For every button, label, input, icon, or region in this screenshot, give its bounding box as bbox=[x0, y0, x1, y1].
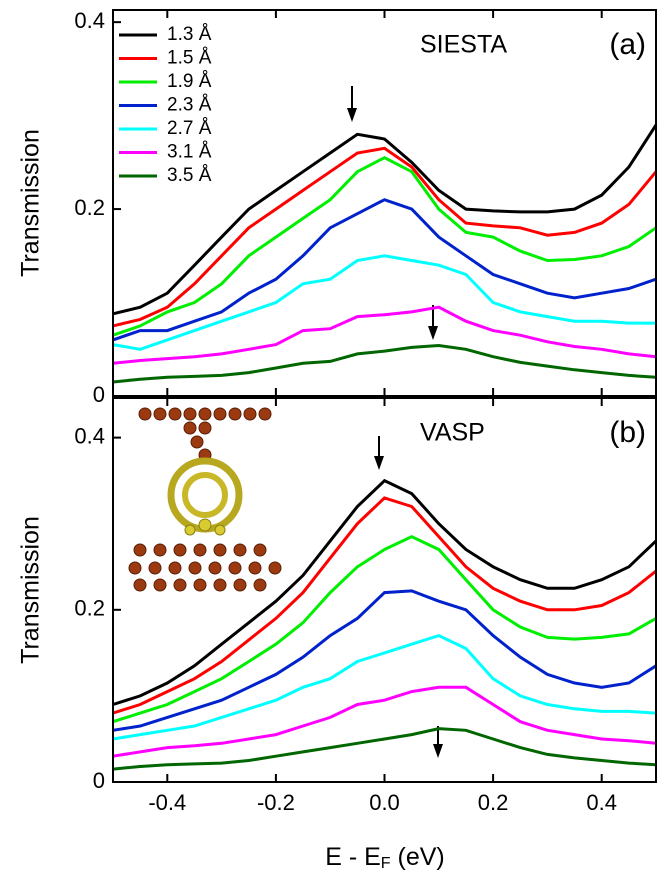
x-tick-label: 0.2 bbox=[478, 790, 509, 815]
y-tick-label: 0 bbox=[93, 768, 105, 793]
y-tick-label: 0 bbox=[93, 382, 105, 407]
x-axis-label-part: F bbox=[381, 855, 391, 872]
series-line bbox=[112, 254, 656, 351]
y-tick-label: 0.2 bbox=[74, 596, 105, 621]
legend-label: 2.3 Å bbox=[167, 95, 212, 116]
series-line bbox=[112, 534, 657, 724]
panel-label: (b) bbox=[609, 416, 646, 449]
legend-label: 3.1 Å bbox=[167, 142, 212, 163]
series-line bbox=[112, 343, 657, 384]
series-line bbox=[112, 633, 657, 741]
plot-frame bbox=[112, 397, 657, 783]
legend-label: 3.5 Å bbox=[167, 165, 212, 186]
inset-structure bbox=[128, 407, 282, 592]
series-line bbox=[112, 478, 658, 706]
x-tick-label: -0.2 bbox=[257, 790, 295, 815]
y-tick-label: 0.4 bbox=[74, 8, 105, 33]
arrows bbox=[347, 86, 443, 758]
y-tick-label: 0.4 bbox=[74, 423, 105, 448]
method-label: VASP bbox=[420, 419, 485, 447]
series-line bbox=[112, 146, 658, 328]
legend-label: 1.3 Å bbox=[167, 24, 212, 45]
x-axis-label-part: E - E bbox=[325, 843, 381, 871]
x-tick-label: 0.4 bbox=[586, 790, 617, 815]
panel-label: (a) bbox=[609, 28, 646, 61]
legend-label: 2.7 Å bbox=[167, 118, 212, 139]
series-line bbox=[112, 156, 657, 337]
method-label: SIESTA bbox=[420, 31, 507, 59]
series-line bbox=[112, 589, 657, 732]
series-line bbox=[112, 305, 657, 365]
x-tick-label: 0.0 bbox=[369, 790, 400, 815]
legend-label: 1.9 Å bbox=[167, 71, 212, 92]
x-axis-label-part: (eV) bbox=[391, 843, 445, 871]
legend-label: 1.5 Å bbox=[167, 48, 212, 69]
series-line bbox=[112, 496, 657, 715]
series-line bbox=[112, 727, 657, 771]
y-axis-label: Transmission bbox=[17, 516, 45, 664]
series-line bbox=[112, 124, 658, 316]
y-tick-label: 0.2 bbox=[74, 195, 105, 220]
x-tick-label: -0.4 bbox=[148, 790, 186, 815]
series-line bbox=[112, 198, 657, 342]
y-axis-label: Transmission bbox=[17, 129, 45, 277]
series-line bbox=[112, 685, 657, 758]
x-axis-label: E - EF (eV) bbox=[325, 843, 445, 873]
